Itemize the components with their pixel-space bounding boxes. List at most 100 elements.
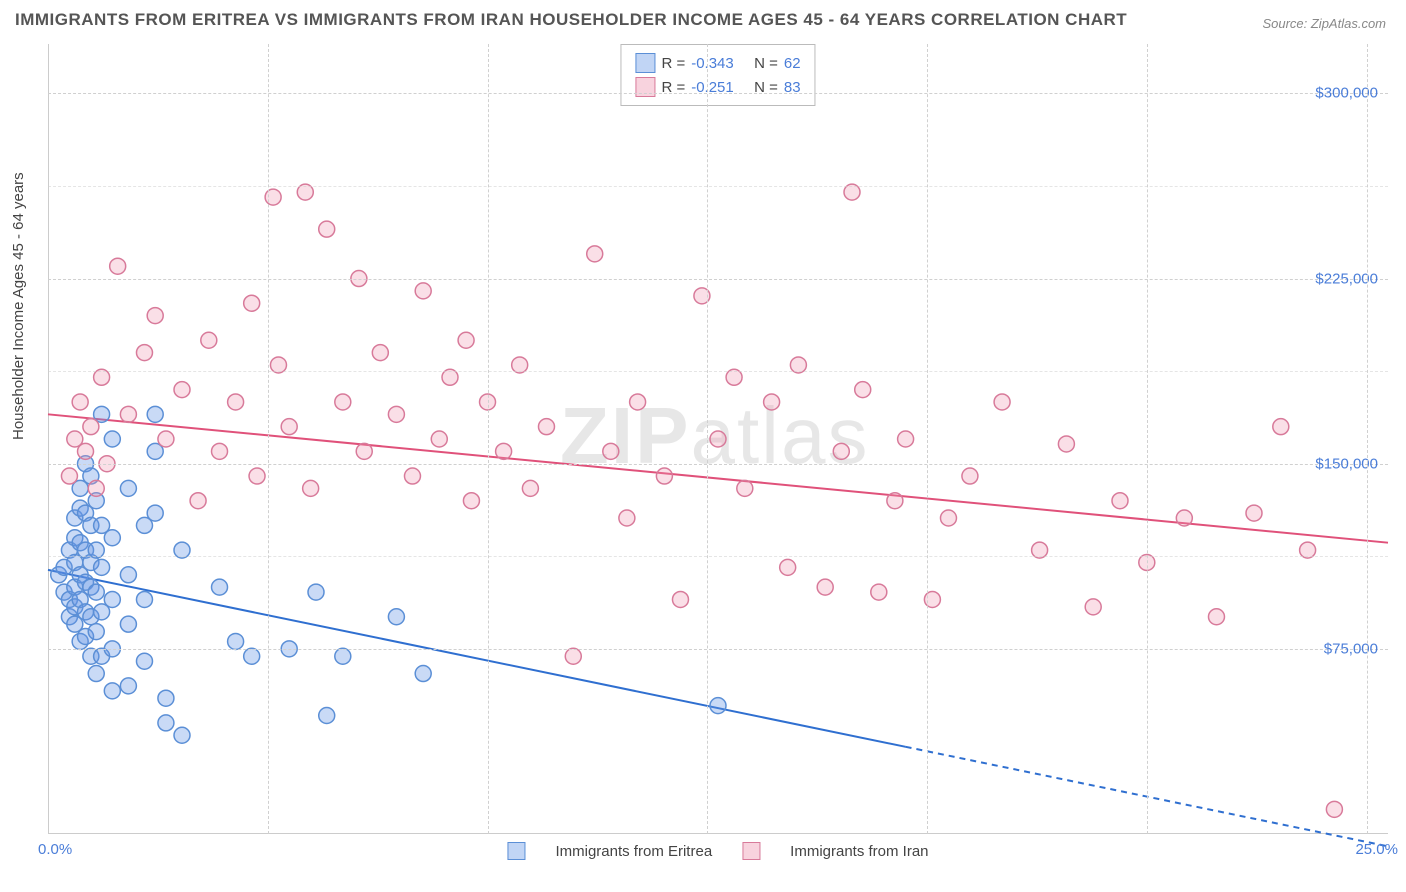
scatter-point <box>1326 801 1342 817</box>
scatter-point <box>83 419 99 435</box>
scatter-point <box>871 584 887 600</box>
scatter-point <box>463 493 479 509</box>
scatter-point <box>898 431 914 447</box>
chart-plot-area: R = -0.343 N = 62 R = -0.251 N = 83 Immi… <box>48 44 1388 834</box>
grid-line-v <box>488 44 489 834</box>
scatter-point <box>335 394 351 410</box>
scatter-point <box>94 559 110 575</box>
y-tick-label: $225,000 <box>1315 270 1378 287</box>
grid-line-h-minor <box>48 186 1388 187</box>
scatter-point <box>303 480 319 496</box>
grid-line-h <box>48 93 1388 94</box>
grid-line-v <box>927 44 928 834</box>
scatter-point <box>587 246 603 262</box>
scatter-point <box>1112 493 1128 509</box>
scatter-point <box>120 567 136 583</box>
swatch-blue <box>635 53 655 73</box>
scatter-point <box>672 591 688 607</box>
legend-row-eritrea: R = -0.343 N = 62 <box>635 51 800 75</box>
scatter-point <box>120 480 136 496</box>
scatter-point <box>538 419 554 435</box>
scatter-point <box>855 382 871 398</box>
scatter-point <box>228 633 244 649</box>
scatter-point <box>174 727 190 743</box>
scatter-point <box>249 468 265 484</box>
y-tick-label: $300,000 <box>1315 85 1378 102</box>
scatter-point <box>656 468 672 484</box>
chart-title: IMMIGRANTS FROM ERITREA VS IMMIGRANTS FR… <box>15 10 1127 30</box>
scatter-point <box>88 584 104 600</box>
grid-line-h-minor <box>48 556 1388 557</box>
scatter-point <box>136 591 152 607</box>
scatter-point <box>940 510 956 526</box>
scatter-point <box>104 530 120 546</box>
scatter-point <box>619 510 635 526</box>
scatter-point <box>994 394 1010 410</box>
y-tick-label: $150,000 <box>1315 455 1378 472</box>
scatter-point <box>120 406 136 422</box>
legend-label-iran: Immigrants from Iran <box>790 843 928 860</box>
scatter-point <box>431 431 447 447</box>
scatter-point <box>565 648 581 664</box>
scatter-point <box>120 616 136 632</box>
grid-line-v <box>268 44 269 834</box>
scatter-point <box>415 283 431 299</box>
scatter-point <box>833 443 849 459</box>
grid-line-v <box>1147 44 1148 834</box>
scatter-point <box>319 221 335 237</box>
scatter-point <box>147 406 163 422</box>
scatter-point <box>61 468 77 484</box>
y-tick-label: $75,000 <box>1324 640 1378 657</box>
scatter-point <box>308 584 324 600</box>
x-tick-max: 25.0% <box>1355 841 1398 858</box>
scatter-point <box>110 258 126 274</box>
scatter-point <box>603 443 619 459</box>
scatter-point <box>190 493 206 509</box>
scatter-point <box>212 443 228 459</box>
scatter-point <box>88 666 104 682</box>
grid-line-h <box>48 279 1388 280</box>
scatter-point <box>136 345 152 361</box>
scatter-point <box>710 431 726 447</box>
scatter-point <box>212 579 228 595</box>
scatter-point <box>136 653 152 669</box>
scatter-point <box>1085 599 1101 615</box>
scatter-point <box>887 493 903 509</box>
grid-line-v <box>707 44 708 834</box>
scatter-point <box>104 431 120 447</box>
scatter-point <box>335 648 351 664</box>
scatter-point <box>817 579 833 595</box>
scatter-point <box>120 678 136 694</box>
scatter-point <box>764 394 780 410</box>
scatter-point <box>78 443 94 459</box>
scatter-point <box>147 308 163 324</box>
scatter-point <box>780 559 796 575</box>
scatter-point <box>228 394 244 410</box>
scatter-point <box>88 480 104 496</box>
scatter-point <box>388 406 404 422</box>
scatter-point <box>174 382 190 398</box>
scatter-point <box>415 666 431 682</box>
scatter-svg <box>48 44 1388 834</box>
scatter-point <box>158 690 174 706</box>
scatter-point <box>496 443 512 459</box>
y-axis-label: Householder Income Ages 45 - 64 years <box>10 172 27 440</box>
scatter-point <box>72 394 88 410</box>
scatter-point <box>1058 436 1074 452</box>
legend-row-iran: R = -0.251 N = 83 <box>635 75 800 99</box>
correlation-legend: R = -0.343 N = 62 R = -0.251 N = 83 <box>620 44 815 106</box>
scatter-point <box>962 468 978 484</box>
legend-label-eritrea: Immigrants from Eritrea <box>555 843 712 860</box>
swatch-blue <box>507 842 525 860</box>
scatter-point <box>158 431 174 447</box>
scatter-point <box>1208 609 1224 625</box>
scatter-point <box>319 708 335 724</box>
scatter-point <box>458 332 474 348</box>
scatter-point <box>201 332 217 348</box>
scatter-point <box>104 683 120 699</box>
scatter-point <box>522 480 538 496</box>
swatch-pink <box>742 842 760 860</box>
scatter-point <box>388 609 404 625</box>
scatter-point <box>630 394 646 410</box>
scatter-point <box>104 591 120 607</box>
